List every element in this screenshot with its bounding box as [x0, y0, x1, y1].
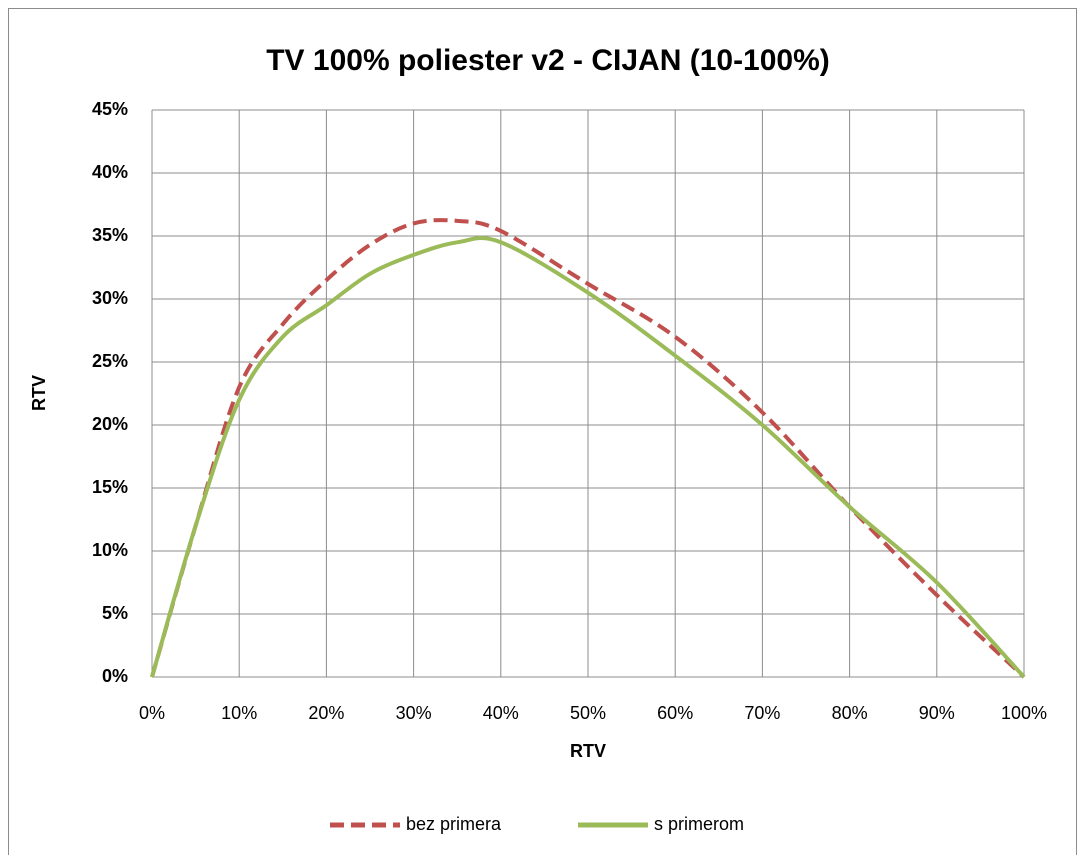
- x-tick-label: 100%: [1001, 703, 1047, 723]
- x-tick-label: 10%: [221, 703, 257, 723]
- chart-title: TV 100% poliester v2 - CIJAN (10-100%): [266, 44, 830, 77]
- y-tick-label: 5%: [102, 603, 128, 623]
- y-tick-label: 25%: [92, 351, 128, 371]
- y-tick-label: 45%: [92, 99, 128, 119]
- legend-label: bez primera: [406, 814, 502, 834]
- x-tick-label: 80%: [832, 703, 868, 723]
- legend-label: s primerom: [654, 814, 744, 834]
- y-tick-label: 20%: [92, 414, 128, 434]
- x-axis-label: RTV: [570, 741, 606, 761]
- x-tick-label: 0%: [139, 703, 165, 723]
- y-tick-label: 10%: [92, 540, 128, 560]
- y-tick-label: 0%: [102, 666, 128, 686]
- line: [150, 236, 1026, 679]
- y-tick-label: 35%: [92, 225, 128, 245]
- y-axis-label: RTV: [29, 375, 49, 411]
- y-tick-label: 40%: [92, 162, 128, 182]
- x-tick-label: 50%: [570, 703, 606, 723]
- x-tick-label: 40%: [483, 703, 519, 723]
- y-tick-label: 15%: [92, 477, 128, 497]
- x-tick-label: 90%: [919, 703, 955, 723]
- x-tick-label: 20%: [308, 703, 344, 723]
- x-tick-label: 70%: [744, 703, 780, 723]
- chart-border: [8, 8, 1077, 855]
- x-tick-label: 30%: [396, 703, 432, 723]
- x-tick-label: 60%: [657, 703, 693, 723]
- y-tick-label: 30%: [92, 288, 128, 308]
